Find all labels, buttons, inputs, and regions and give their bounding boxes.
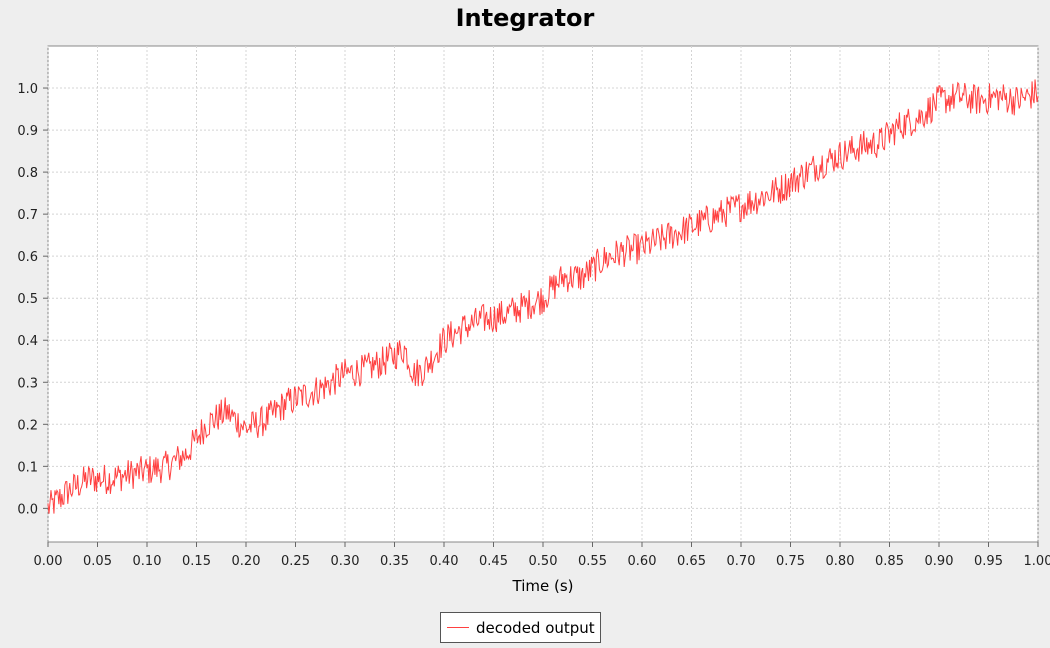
x-axis-title: Time (s) [512, 577, 574, 595]
legend-swatch [447, 627, 469, 628]
chart-title: Integrator [455, 4, 595, 32]
x-tick-label: 0.40 [430, 554, 459, 569]
y-tick-label: 0.5 [17, 292, 38, 307]
y-tick-label: 0.0 [17, 502, 38, 517]
x-tick-label: 0.90 [925, 554, 954, 569]
x-tick-label: 0.20 [232, 554, 261, 569]
x-tick-label: 0.00 [34, 554, 63, 569]
x-tick-label: 0.25 [281, 554, 310, 569]
legend-label: decoded output [476, 618, 595, 637]
series-layer [47, 79, 1039, 514]
x-tick-label: 0.60 [628, 554, 657, 569]
x-tick-label: 1.00 [1024, 554, 1050, 569]
y-tick-label: 0.4 [17, 334, 38, 349]
x-tick-label: 0.65 [677, 554, 706, 569]
x-tick-label: 0.35 [380, 554, 409, 569]
y-tick-label: 0.3 [17, 376, 38, 391]
x-tick-label: 0.70 [727, 554, 756, 569]
axes: 0.00 0.05 0.10 0.15 0.20 0.25 0.30 0.35 0.40 0.45… [17, 82, 1050, 569]
x-tick-label: 0.75 [776, 554, 805, 569]
x-tick-label: 0.50 [529, 554, 558, 569]
x-tick-label: 0.95 [974, 554, 1003, 569]
y-tick-label: 0.8 [17, 166, 38, 181]
legend: decoded output [440, 612, 601, 643]
x-tick-label: 0.30 [331, 554, 360, 569]
x-tick-label: 0.10 [133, 554, 162, 569]
x-tick-label: 0.05 [83, 554, 112, 569]
x-tick-label: 0.80 [826, 554, 855, 569]
y-tick-label: 0.7 [17, 208, 38, 223]
y-tick-label: 0.9 [17, 124, 38, 139]
y-tick-label: 0.1 [17, 460, 38, 475]
x-tick-label: 0.45 [479, 554, 508, 569]
x-tick-label: 0.55 [578, 554, 607, 569]
x-tick-label: 0.15 [182, 554, 211, 569]
series-line-decoded-output [47, 79, 1039, 514]
y-tick-label: 1.0 [17, 82, 38, 97]
x-tick-label: 0.85 [875, 554, 904, 569]
y-tick-label: 0.6 [17, 250, 38, 265]
y-tick-label: 0.2 [17, 418, 38, 433]
